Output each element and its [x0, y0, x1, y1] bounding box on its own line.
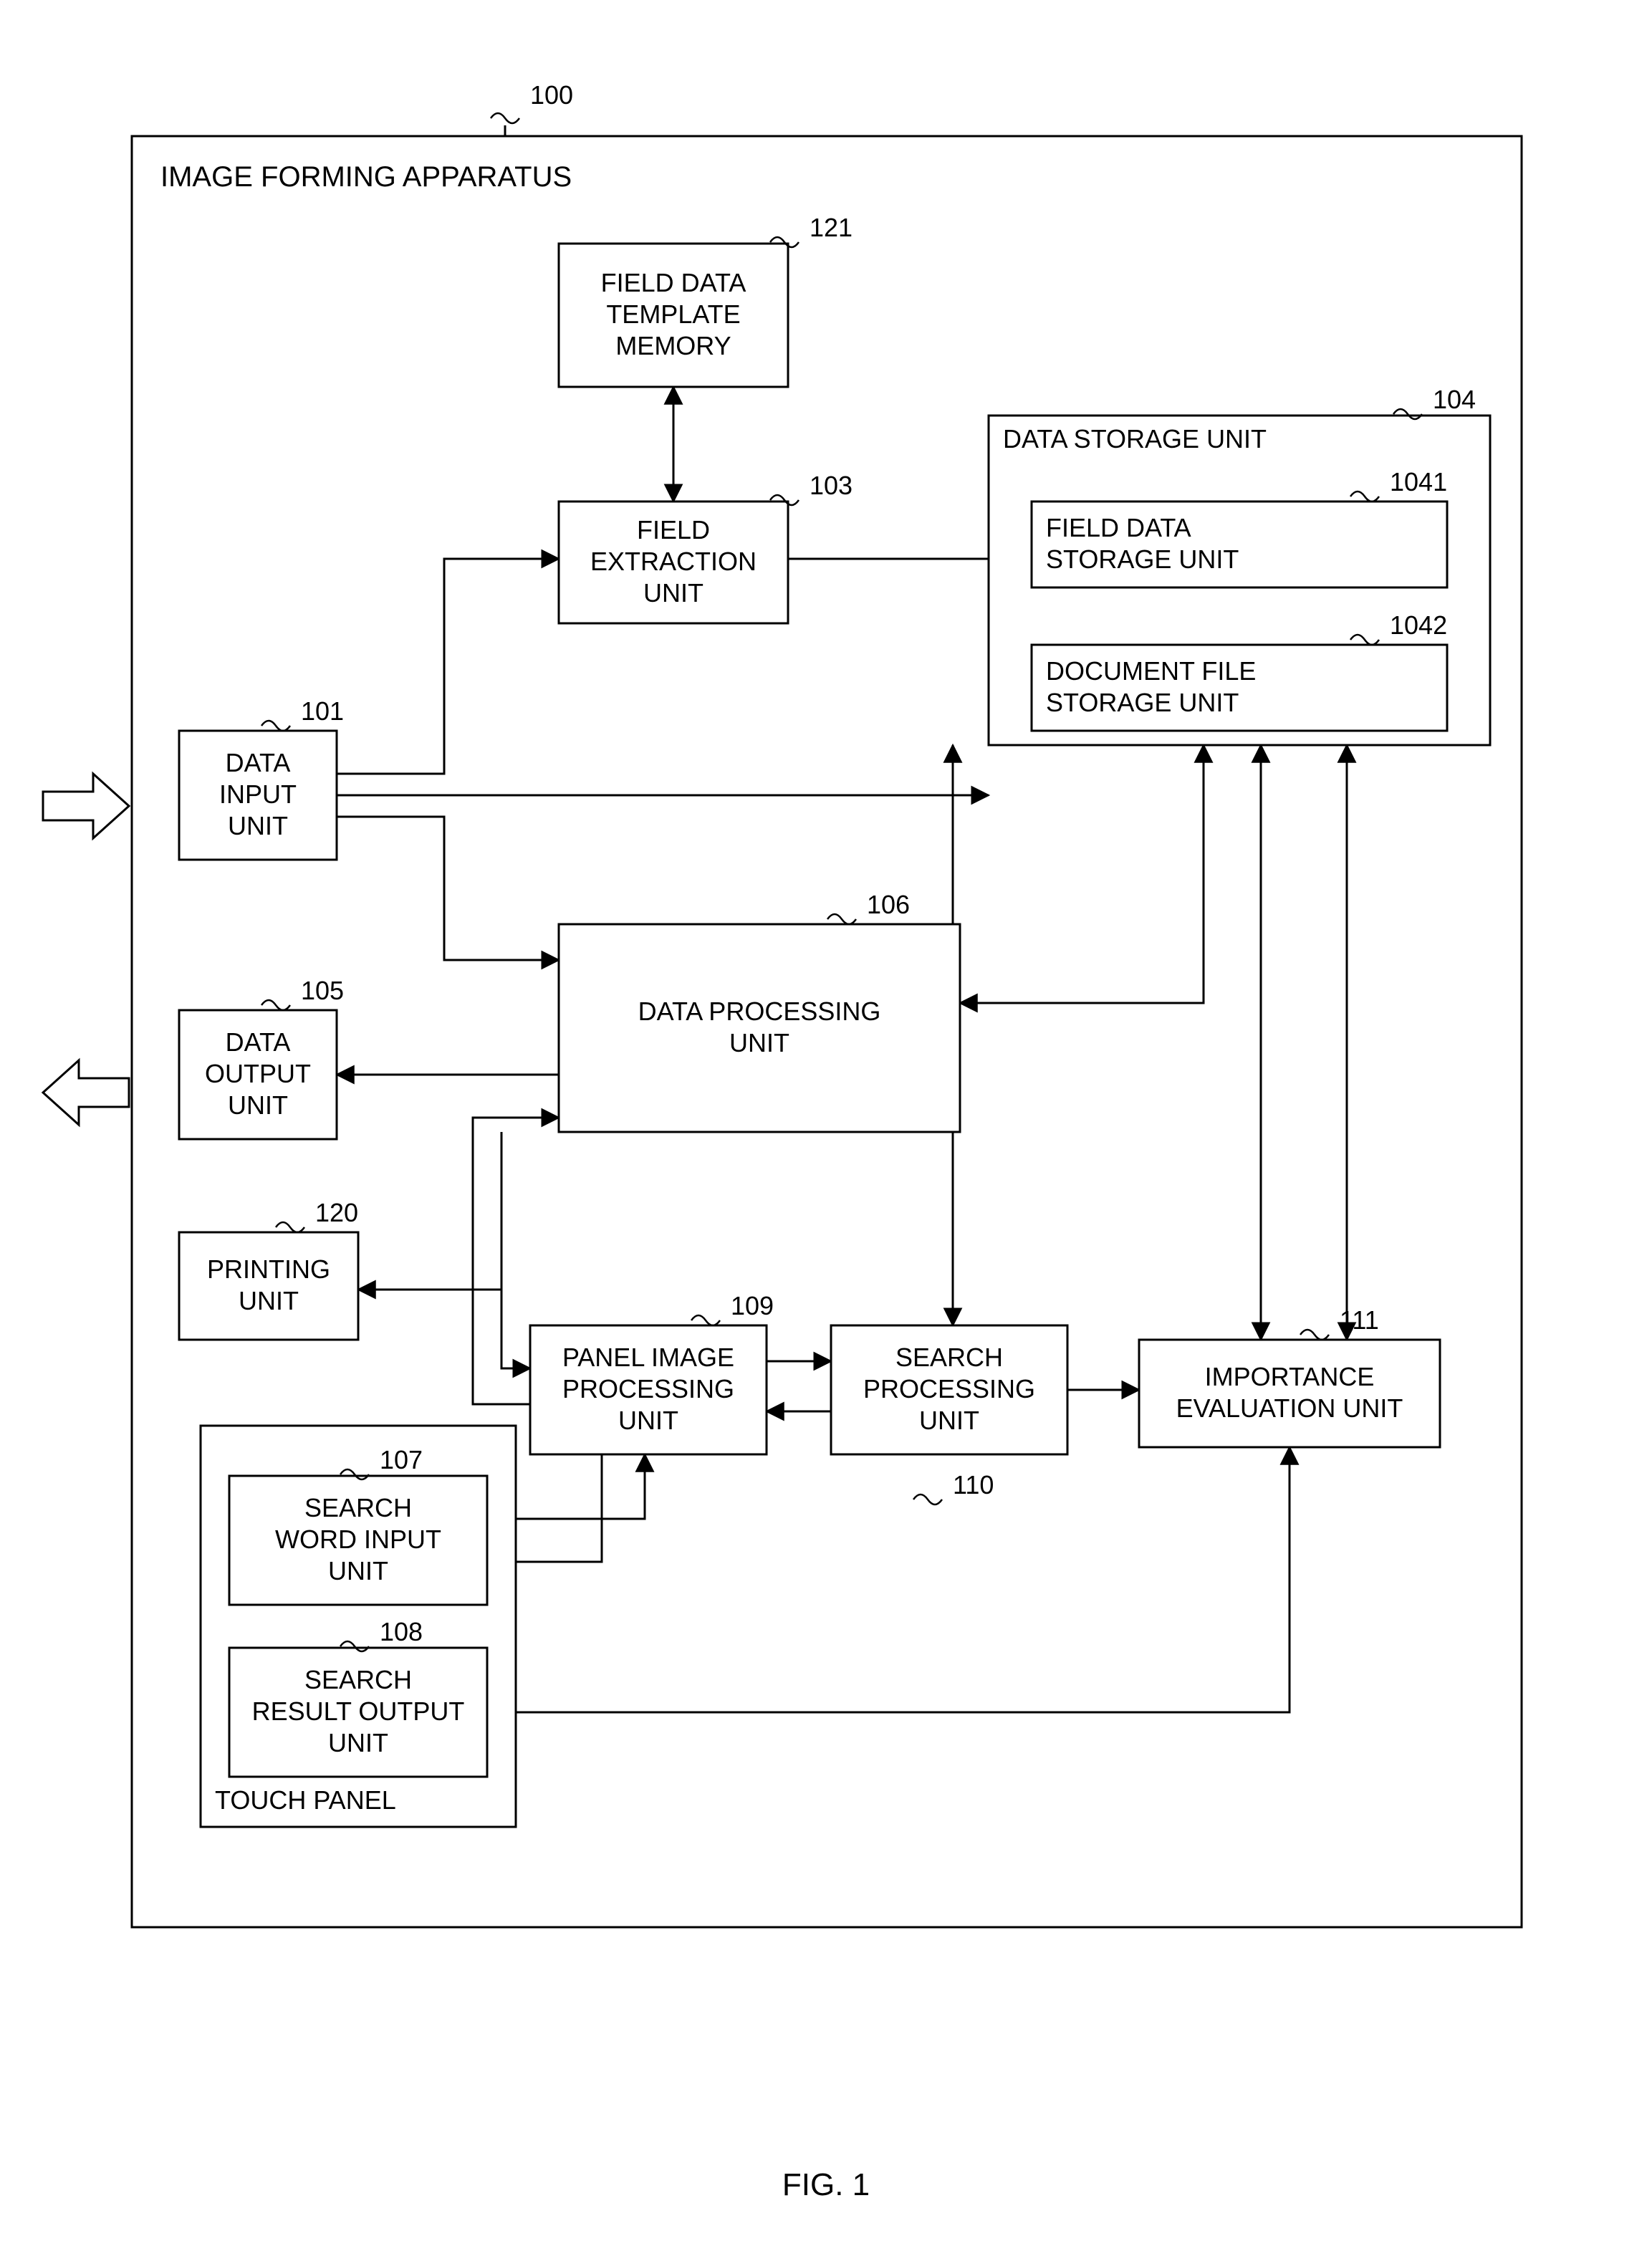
svg-text:STORAGE UNIT: STORAGE UNIT: [1046, 688, 1239, 717]
svg-text:UNIT: UNIT: [643, 578, 703, 608]
svg-text:121: 121: [810, 213, 853, 242]
svg-text:OUTPUT: OUTPUT: [205, 1059, 311, 1088]
svg-text:101: 101: [301, 696, 344, 726]
svg-text:PROCESSING: PROCESSING: [863, 1374, 1035, 1403]
svg-text:103: 103: [810, 471, 853, 500]
svg-text:107: 107: [380, 1445, 423, 1474]
svg-text:120: 120: [315, 1198, 358, 1227]
svg-text:1041: 1041: [1390, 467, 1447, 496]
svg-text:PANEL IMAGE: PANEL IMAGE: [562, 1343, 734, 1372]
svg-text:STORAGE UNIT: STORAGE UNIT: [1046, 544, 1239, 574]
svg-text:110: 110: [953, 1470, 994, 1499]
svg-text:UNIT: UNIT: [729, 1028, 789, 1057]
svg-text:TEMPLATE: TEMPLATE: [606, 299, 740, 329]
svg-text:FIELD DATA: FIELD DATA: [1046, 513, 1191, 542]
svg-text:MEMORY: MEMORY: [615, 331, 731, 360]
svg-text:EVALUATION UNIT: EVALUATION UNIT: [1176, 1393, 1403, 1423]
svg-text:UNIT: UNIT: [228, 811, 288, 840]
svg-text:FIELD DATA: FIELD DATA: [601, 268, 746, 297]
svg-text:WORD INPUT: WORD INPUT: [275, 1525, 441, 1554]
svg-text:100: 100: [530, 80, 573, 110]
svg-text:DATA: DATA: [226, 1027, 291, 1057]
svg-text:108: 108: [380, 1617, 423, 1646]
svg-text:TOUCH PANEL: TOUCH PANEL: [215, 1785, 396, 1815]
svg-text:DATA STORAGE UNIT: DATA STORAGE UNIT: [1003, 424, 1267, 453]
svg-text:IMPORTANCE: IMPORTANCE: [1205, 1362, 1375, 1391]
svg-text:FIELD: FIELD: [637, 515, 710, 544]
svg-text:UNIT: UNIT: [228, 1090, 288, 1120]
svg-text:UNIT: UNIT: [919, 1406, 979, 1435]
svg-text:RESULT OUTPUT: RESULT OUTPUT: [252, 1697, 465, 1726]
block-diagram: 100IMAGE FORMING APPARATUSFIELD DATATEMP…: [0, 0, 1652, 2146]
svg-text:109: 109: [731, 1291, 774, 1320]
svg-text:105: 105: [301, 976, 344, 1005]
svg-text:EXTRACTION: EXTRACTION: [590, 547, 757, 576]
svg-text:SEARCH: SEARCH: [895, 1343, 1003, 1372]
svg-text:1042: 1042: [1390, 610, 1447, 640]
svg-text:PROCESSING: PROCESSING: [562, 1374, 734, 1403]
svg-text:PRINTING: PRINTING: [207, 1254, 330, 1284]
svg-text:SEARCH: SEARCH: [304, 1665, 412, 1694]
svg-text:UNIT: UNIT: [239, 1286, 299, 1315]
svg-text:SEARCH: SEARCH: [304, 1493, 412, 1522]
svg-text:DATA: DATA: [226, 748, 291, 777]
svg-text:106: 106: [867, 890, 910, 919]
svg-text:UNIT: UNIT: [618, 1406, 678, 1435]
svg-text:INPUT: INPUT: [219, 779, 297, 809]
figure-caption: FIG. 1: [0, 2167, 1652, 2203]
svg-text:UNIT: UNIT: [328, 1728, 388, 1757]
svg-text:UNIT: UNIT: [328, 1556, 388, 1585]
svg-text:DOCUMENT FILE: DOCUMENT FILE: [1046, 656, 1256, 686]
svg-text:111: 111: [1340, 1305, 1379, 1335]
svg-text:DATA PROCESSING: DATA PROCESSING: [638, 997, 881, 1026]
svg-text:IMAGE FORMING APPARATUS: IMAGE FORMING APPARATUS: [160, 161, 572, 193]
svg-text:104: 104: [1433, 385, 1476, 414]
